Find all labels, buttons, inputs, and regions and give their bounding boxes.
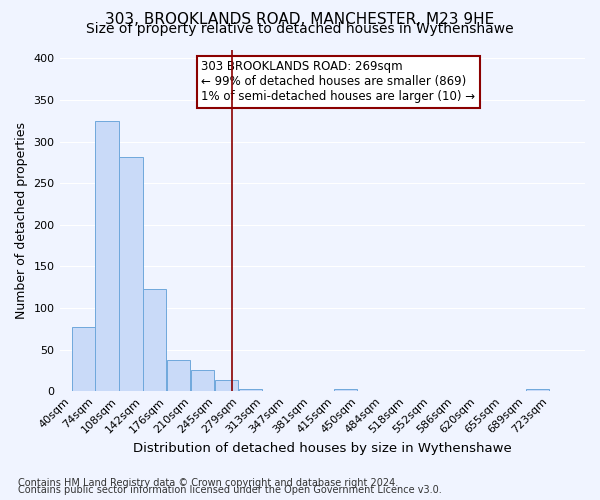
Text: 303 BROOKLANDS ROAD: 269sqm
← 99% of detached houses are smaller (869)
1% of sem: 303 BROOKLANDS ROAD: 269sqm ← 99% of det… [202,60,476,103]
Bar [71,327,95,391]
Bar [167,360,190,391]
X-axis label: Distribution of detached houses by size in Wythenshawe: Distribution of detached houses by size … [133,442,512,455]
Text: 303, BROOKLANDS ROAD, MANCHESTER, M23 9HE: 303, BROOKLANDS ROAD, MANCHESTER, M23 9H… [106,12,494,28]
Text: Contains public sector information licensed under the Open Government Licence v3: Contains public sector information licen… [18,485,442,495]
Bar [526,388,549,391]
Bar [143,289,166,391]
Bar [215,380,238,391]
Bar [191,370,214,391]
Bar [239,388,262,391]
Text: Size of property relative to detached houses in Wythenshawe: Size of property relative to detached ho… [86,22,514,36]
Y-axis label: Number of detached properties: Number of detached properties [15,122,28,319]
Bar [95,120,119,391]
Bar [119,158,143,391]
Bar [334,388,358,391]
Text: Contains HM Land Registry data © Crown copyright and database right 2024.: Contains HM Land Registry data © Crown c… [18,478,398,488]
